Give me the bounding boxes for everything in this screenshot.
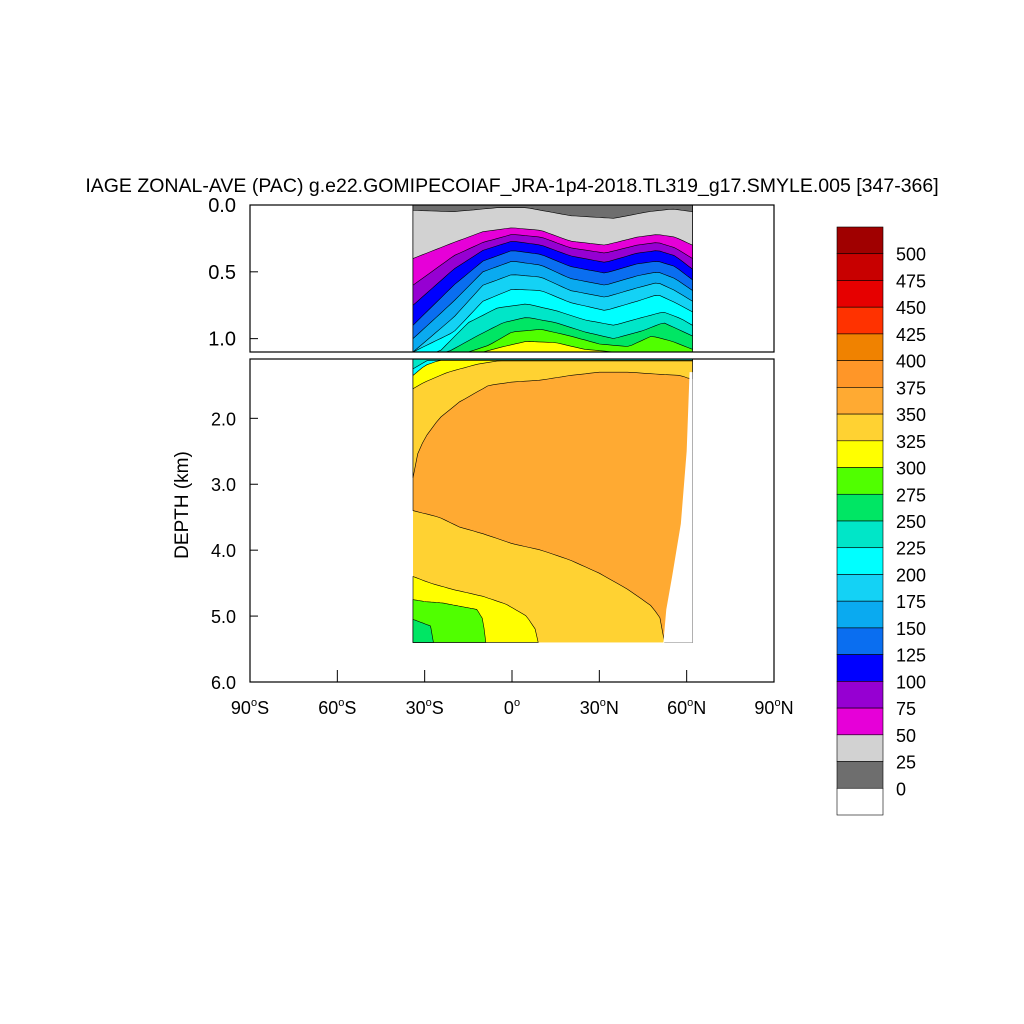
colorbar-swatch — [836, 306, 884, 335]
colorbar-swatch — [836, 440, 884, 468]
colorbar-label: 150 — [896, 619, 926, 639]
lower-panel: 2.03.04.05.06.0 90oS 60oS 30oS 0o 30oN 60oN 90… — [211, 358, 794, 718]
colorbar-label: 475 — [896, 271, 926, 291]
colorbar-swatch — [836, 734, 884, 762]
colorbar-label: 225 — [896, 539, 926, 559]
upper-band-11 — [412, 204, 693, 259]
colorbar-swatch — [836, 681, 884, 709]
x-tick-label: 60oN — [667, 697, 706, 718]
colorbar-swatch — [836, 761, 884, 789]
colorbar-swatch — [836, 333, 884, 361]
x-tick-label: 30oN — [580, 697, 619, 718]
upper-bands — [412, 204, 693, 353]
colorbar-label: 200 — [896, 565, 926, 585]
colorbar-swatch — [836, 467, 884, 495]
colorbar-swatch — [836, 413, 884, 442]
land-mask — [663, 372, 693, 643]
colorbar-label: 325 — [896, 432, 926, 452]
colorbar-label: 25 — [896, 753, 916, 773]
lower-y-tick-label: 4.0 — [211, 541, 236, 561]
colorbar-swatch — [836, 787, 884, 816]
colorbar-swatch — [836, 627, 884, 655]
upper-y-tick-label: 1.0 — [208, 329, 236, 351]
colorbar-label: 500 — [896, 245, 926, 265]
colorbar-swatch — [836, 360, 884, 388]
colorbar-label: 450 — [896, 298, 926, 318]
colorbar-swatch — [836, 387, 884, 415]
lower-band-0 — [412, 358, 693, 643]
lower-y-ticks: 2.0 3.0 4.0 5.0 6.0 — [211, 409, 258, 693]
lower-y-tick-label: 6.0 — [211, 673, 236, 693]
lower-y-tick-label: 3.0 — [211, 475, 236, 495]
colorbar-label: 50 — [896, 726, 916, 746]
colorbar-swatch — [836, 600, 884, 629]
lower-band-2 — [412, 358, 693, 390]
bottom-band-2 — [412, 618, 434, 643]
y-axis-label: DEPTH (km) — [172, 451, 193, 559]
colorbar-label: 0 — [896, 779, 906, 799]
colorbar-label: 175 — [896, 592, 926, 612]
colorbar-label: 250 — [896, 512, 926, 532]
upper-y-tick-label: 0.5 — [208, 262, 236, 284]
colorbar-swatch — [836, 493, 884, 522]
colorbar-label: 400 — [896, 352, 926, 372]
colorbar-swatch — [836, 654, 884, 682]
lower-y-tick-label: 2.0 — [211, 409, 236, 429]
upper-band-12 — [412, 204, 693, 219]
lower-y-tick-label: 5.0 — [211, 607, 236, 627]
x-tick-label: 30oS — [406, 697, 444, 718]
colorbar-swatch — [836, 226, 884, 255]
colorbar-label: 100 — [896, 672, 926, 692]
colorbar-swatch — [836, 547, 884, 575]
upper-plot-frame — [249, 204, 775, 353]
colorbar-label: 125 — [896, 646, 926, 666]
colorbar-label: 350 — [896, 405, 926, 425]
colorbar-swatch — [836, 280, 884, 308]
upper-y-ticks: 0.0 0.5 1.0 — [208, 195, 258, 351]
x-tick-label: 90oN — [754, 697, 793, 718]
colorbar-swatch — [836, 520, 884, 549]
upper-y-tick-label: 0.0 — [208, 195, 236, 217]
colorbar-label: 75 — [896, 699, 916, 719]
chart-title: IAGE ZONAL-AVE (PAC) g.e22.GOMIPECOIAF_J… — [85, 175, 938, 197]
x-ticks: 90oS 60oS 30oS 0o 30oN 60oN 90oN — [231, 670, 794, 718]
colorbar-swatch — [836, 707, 884, 736]
colorbar-label: 275 — [896, 485, 926, 505]
lower-band-4 — [412, 358, 693, 370]
colorbar-label: 425 — [896, 325, 926, 345]
colorbar-swatch — [836, 574, 884, 602]
colorbar-label: 375 — [896, 378, 926, 398]
x-tick-label: 60oS — [318, 697, 356, 718]
x-tick-label: 90oS — [231, 697, 269, 718]
colorbar: 0 25 50 75 100 125 150 175 200 225 250 275 300 325 350… — [836, 226, 926, 816]
colorbar-label: 300 — [896, 459, 926, 479]
upper-panel: 0.0 0.5 1.0 — [208, 195, 775, 353]
lower-bands — [412, 358, 693, 643]
colorbar-swatch — [836, 253, 884, 281]
lower-band-1 — [412, 358, 693, 478]
x-tick-label: 0o — [504, 697, 520, 718]
